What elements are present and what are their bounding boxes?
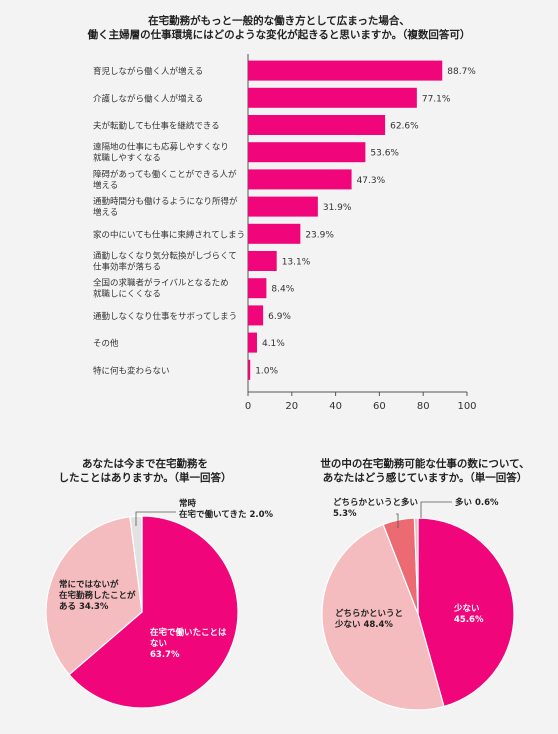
category-label: その他: [93, 338, 119, 349]
bar-value-label: 31.9%: [323, 203, 352, 213]
bar-chart-title-line1: 在宅勤務がもっと一般的な働き方として広まった場合、: [148, 15, 410, 27]
bar-chart-title: 在宅勤務がもっと一般的な働き方として広まった場合、 働く主婦層の仕事環境にはどの…: [0, 14, 558, 42]
x-tick-label: 20: [285, 401, 298, 412]
bar: [248, 196, 318, 217]
x-tick-label: 40: [329, 401, 342, 412]
pie-slice-label: 常にではないが: [59, 579, 119, 590]
category-label: 育児しながら働く人が増える: [93, 66, 203, 77]
pie1-title-line1: あなたは今まで在宅勤務を: [82, 458, 208, 470]
category-label: 増える: [93, 180, 118, 191]
bar: [248, 332, 257, 353]
pie1-title: あなたは今まで在宅勤務を したことはありますか。（単一回答）: [40, 457, 250, 485]
category-label: 通勤しなくなり気分転換がしづらくて: [93, 251, 237, 262]
category-label: 通勤時間分も働けるようになり所得が: [93, 196, 238, 207]
category-label: 介護しながら働く人が増える: [93, 93, 203, 104]
x-tick-label: 100: [457, 401, 476, 412]
category-label: 家の中にいても仕事に束縛されてしまう: [93, 229, 245, 240]
category-label: 仕事効率が落ちる: [93, 262, 161, 273]
category-label: 障碍があっても働くことができる人が: [93, 169, 237, 180]
category-label: 就職しやすくなる: [93, 153, 161, 164]
pie-slice-label: どちらかというと多い: [333, 497, 418, 508]
bar-value-label: 8.4%: [271, 285, 294, 295]
pie-slice-label: 45.6%: [454, 615, 484, 625]
pie-slice-label: 多い 0.6%: [455, 497, 499, 508]
bar: [248, 142, 366, 163]
pie-slice: [321, 523, 445, 711]
bar: [248, 278, 267, 299]
bar-value-label: 23.9%: [305, 230, 334, 240]
x-tick-label: 0: [245, 401, 251, 412]
pie-slice-label: 少ない: [453, 603, 480, 614]
bar-value-label: 53.6%: [370, 149, 399, 159]
pie-slice-label: 少ない 48.4%: [334, 619, 393, 630]
pie2-title: 世の中の在宅勤務可能な仕事の数について、 あなたはどう感じていますか。（単一回答…: [300, 457, 550, 485]
bar: [248, 359, 251, 380]
pie-slice: [413, 517, 419, 615]
pie-slice: [45, 516, 143, 676]
pie-slice-label: どちらかというと: [335, 608, 403, 619]
bar: [248, 251, 277, 271]
pie1-title-line2: したことはありますか。（単一回答）: [58, 472, 232, 484]
bar-chart: 0 20 40 60 80 100 88.7% 育児しながら働く人が増える 77.1% 介護しなが…: [93, 54, 477, 412]
bar-value-label: 47.3%: [357, 176, 386, 186]
bar-value-label: 88.7%: [447, 67, 476, 77]
category-label: 遠隔地の仕事にも応募しやすくなり: [93, 142, 229, 153]
bar-value-label: 62.6%: [390, 122, 419, 132]
pie2-title-line1: 世の中の在宅勤務可能な仕事の数について、: [320, 458, 530, 470]
bar-value-label: 1.0%: [255, 366, 278, 376]
bar: [248, 115, 386, 135]
pie-slice-label: ない: [150, 639, 167, 649]
bar-value-label: 6.9%: [268, 312, 291, 322]
bar: [248, 223, 301, 244]
bar: [248, 87, 417, 108]
x-tick-label: 80: [417, 401, 430, 412]
bar: [248, 305, 264, 326]
pie2-title-line2: あなたはどう感じていますか。（単一回答）: [322, 472, 528, 484]
bar-value-label: 13.1%: [282, 258, 311, 268]
category-label: 特に何も変わらない: [93, 365, 170, 376]
category-label: 全国の求職者がライバルとなるため: [93, 278, 229, 289]
x-tick-label: 60: [373, 401, 386, 412]
bar-value-label: 77.1%: [422, 94, 451, 104]
leader-line: [135, 511, 176, 526]
pie-slice-label: 在宅で働いてきた 2.0%: [179, 509, 274, 520]
category-label: 夫が転勤しても仕事を継続できる: [93, 121, 220, 132]
pie-slice-label: 5.3%: [333, 509, 357, 519]
bar: [248, 169, 352, 190]
pie-slice-label: ある 34.3%: [59, 602, 109, 612]
category-label: 増える: [93, 207, 118, 218]
bar-value-label: 4.1%: [262, 339, 285, 349]
category-label: 通勤しなくなり仕事をサボってしまう: [93, 311, 237, 322]
pie-slice-label: 常時: [179, 498, 197, 509]
pie-slice: [417, 517, 515, 708]
pie-slice-label: 在宅で働いたことは: [150, 627, 227, 638]
leader-line: [420, 501, 452, 518]
bar-chart-title-line2: 働く主婦層の仕事環境にはどのような変化が起きると思いますか。（複数回答可）: [87, 29, 471, 41]
pie-slice-label: 在宅勤務したことが: [59, 590, 136, 601]
leader-line: [396, 513, 399, 528]
pie-slice-label: 63.7%: [150, 650, 180, 660]
pie-slice: [68, 515, 239, 709]
bar: [248, 60, 443, 81]
category-label: 就職しにくくなる: [93, 289, 161, 300]
